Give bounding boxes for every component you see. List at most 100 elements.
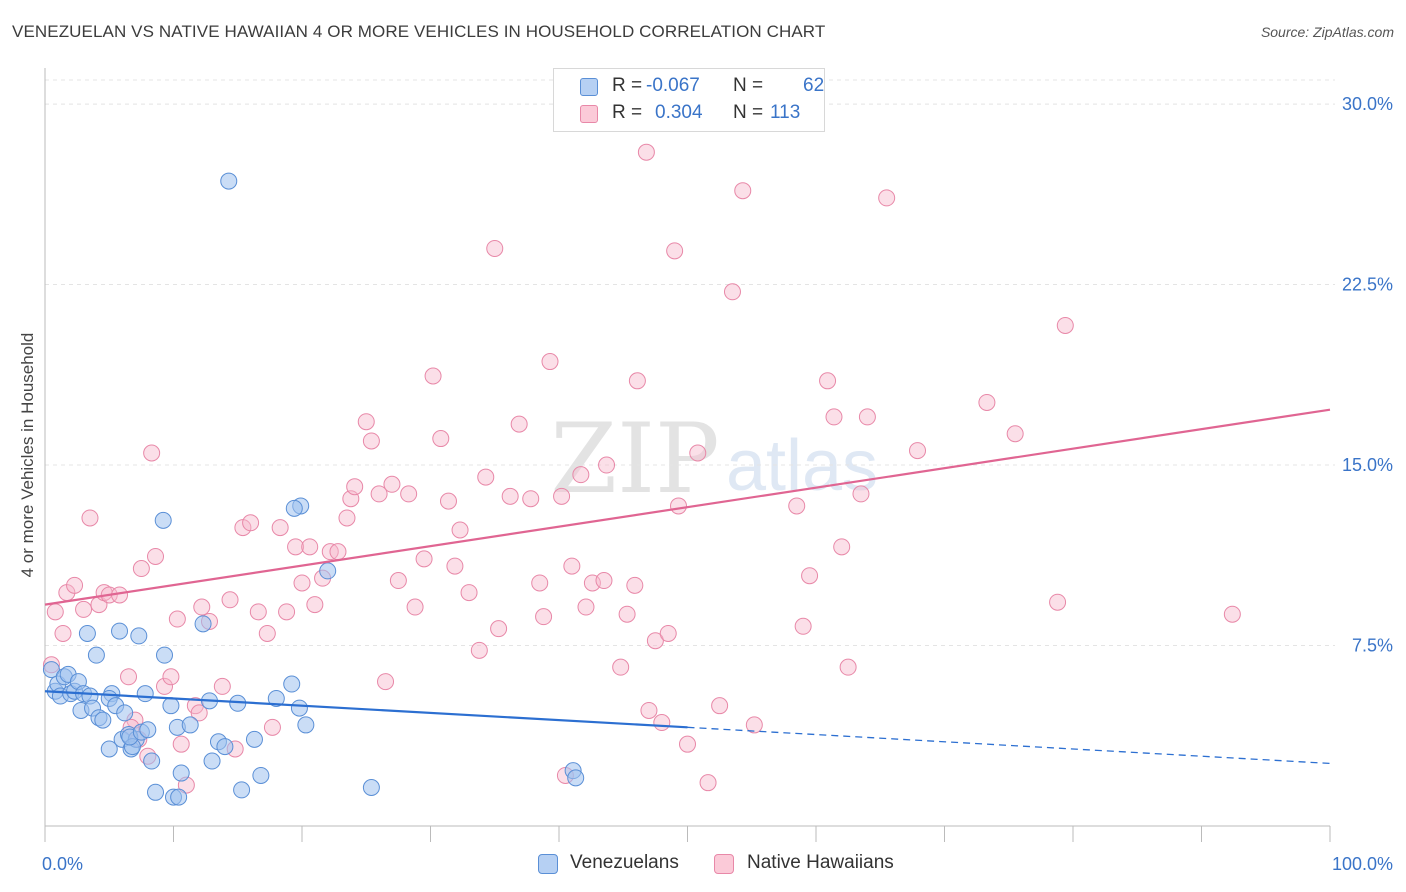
native-hawaiians-point-4: [66, 576, 84, 594]
series-label-native-hawaiians: Native Hawaiians: [747, 852, 894, 873]
venezuelans-point-34: [156, 646, 174, 664]
native-hawaiians-point-69: [522, 490, 540, 508]
native-hawaiians-point-29: [221, 591, 239, 609]
correlation-legend: R = -0.067 N = 62 R = 0.304 N = 113: [553, 68, 825, 132]
native-hawaiians-point-71: [535, 608, 553, 626]
native-hawaiians-point-102: [801, 567, 819, 585]
native-hawaiians-point-99: [745, 716, 763, 734]
native-hawaiians-point-45: [338, 509, 356, 527]
native-hawaiians-point-91: [666, 242, 684, 260]
native-hawaiians-point-18: [147, 547, 165, 565]
native-hawaiians-point-56: [415, 550, 433, 568]
y-tick-label-0: 7.5%: [1352, 636, 1393, 656]
source-credit: Source: ZipAtlas.com: [1260, 24, 1394, 40]
native-hawaiians-point-54: [400, 485, 418, 503]
native-hawaiians-point-52: [383, 475, 401, 493]
native-hawaiians-point-93: [679, 735, 696, 753]
gridlines: [45, 79, 1335, 647]
venezuelans-point-41: [172, 764, 190, 782]
venezuelans-point-32: [143, 752, 161, 770]
venezuelans-point-43: [194, 615, 212, 633]
native-hawaiians-point-33: [249, 603, 267, 621]
native-hawaiians-point-77: [577, 598, 595, 616]
native-hawaiians-point-72: [541, 353, 559, 371]
native-hawaiians-point-55: [406, 598, 424, 616]
venezuelans-point-21: [111, 622, 129, 640]
native-hawaiians-point-50: [370, 485, 388, 503]
native-hawaiians-point-67: [501, 487, 519, 505]
native-hawaiians-point-34: [258, 624, 276, 642]
native-hawaiians-point-70: [531, 574, 549, 592]
watermark-zip: ZIP: [550, 403, 719, 515]
y-tick-label-3: 30.0%: [1342, 94, 1393, 114]
venezuelans-point-16: [94, 711, 112, 729]
native-hawaiians-point-100: [788, 497, 806, 515]
native-hawaiians-point-112: [1006, 425, 1024, 443]
native-hawaiians-point-48: [357, 413, 375, 431]
native-hawaiians-point-73: [553, 487, 571, 505]
native-hawaiians-point-32: [242, 514, 260, 532]
native-hawaiians-point-26: [193, 598, 211, 616]
native-hawaiians-point-79: [595, 572, 613, 590]
native-hawaiians-point-66: [490, 620, 508, 638]
legend-n-value-native-hawaiians: 113: [770, 102, 801, 123]
axes: [44, 68, 1331, 842]
native-hawaiians-point-115: [1223, 605, 1241, 623]
native-hawaiians-point-22: [172, 735, 190, 753]
native-hawaiians-point-63: [470, 641, 488, 659]
native-hawaiians-point-51: [377, 673, 395, 691]
venezuelans-point-55: [297, 716, 315, 734]
series-swatch-native-hawaiians: [714, 854, 734, 874]
venezuelans-point-47: [216, 738, 234, 756]
native-hawaiians-point-87: [640, 701, 658, 719]
venezuelans-point-42: [181, 716, 199, 734]
native-hawaiians-point-107: [839, 658, 857, 676]
native-hawaiians-point-82: [612, 658, 630, 676]
series-legend: Venezuelans Native Hawaiians: [0, 852, 1406, 878]
native-hawaiians-point-37: [278, 603, 296, 621]
native-hawaiians-point-21: [168, 610, 186, 628]
native-hawaiians-point-96: [711, 697, 729, 715]
legend-r-label-venezuelans: R =: [612, 75, 643, 96]
venezuelans-point-50: [245, 730, 263, 748]
venezuelans-point-0: [42, 661, 60, 679]
venezuelans-point-20: [100, 740, 118, 758]
native-hawaiians-point-60: [446, 557, 464, 575]
native-hawaiians-point-80: [598, 456, 616, 474]
native-hawaiians-point-36: [271, 519, 289, 537]
native-hawaiians-point-17: [143, 444, 161, 462]
native-hawaiians-point-104: [825, 408, 843, 426]
data-points: [42, 110, 1241, 806]
legend-swatch-venezuelans: [580, 78, 598, 96]
legend-n-label-native-hawaiians: N =: [733, 102, 764, 123]
native-hawaiians-point-110: [909, 442, 927, 460]
tick-labels: 7.5% 15.0% 22.5% 30.0% 0.0% 100.0%: [42, 94, 1393, 874]
native-hawaiians-point-62: [460, 584, 478, 602]
native-hawaiians-point-57: [424, 367, 442, 385]
legend-n-value-venezuelans: 62: [803, 75, 825, 96]
native-hawaiians-point-39: [293, 574, 311, 592]
venezuelans-point-38: [170, 788, 188, 806]
native-hawaiians-point-86: [637, 143, 655, 161]
chart-title: VENEZUELAN VS NATIVE HAWAIIAN 4 OR MORE …: [12, 22, 826, 41]
native-hawaiians-point-111: [978, 393, 996, 411]
venezuelans-point-51: [252, 766, 270, 784]
legend-r-value-native-hawaiians: 0.304: [655, 102, 703, 123]
legend-swatch-native-hawaiians: [580, 105, 598, 123]
native-hawaiians-point-41: [306, 596, 324, 614]
native-hawaiians-point-64: [477, 468, 495, 486]
venezuelans-point-35: [154, 511, 172, 529]
native-hawaiians-point-35: [263, 718, 281, 736]
native-hawaiians-point-97: [723, 283, 741, 301]
native-hawaiians-point-16: [132, 560, 150, 578]
native-hawaiians-point-2: [54, 624, 72, 642]
native-hawaiians-point-5: [75, 600, 93, 618]
x-tick-label-1: 100.0%: [1332, 854, 1393, 874]
venezuelans-point-59: [319, 562, 337, 580]
native-hawaiians-point-92: [670, 497, 688, 515]
native-hawaiians-point-106: [858, 408, 876, 426]
native-hawaiians-point-95: [699, 774, 717, 792]
native-hawaiians-point-84: [626, 576, 644, 594]
venezuelans-point-31: [136, 685, 154, 703]
